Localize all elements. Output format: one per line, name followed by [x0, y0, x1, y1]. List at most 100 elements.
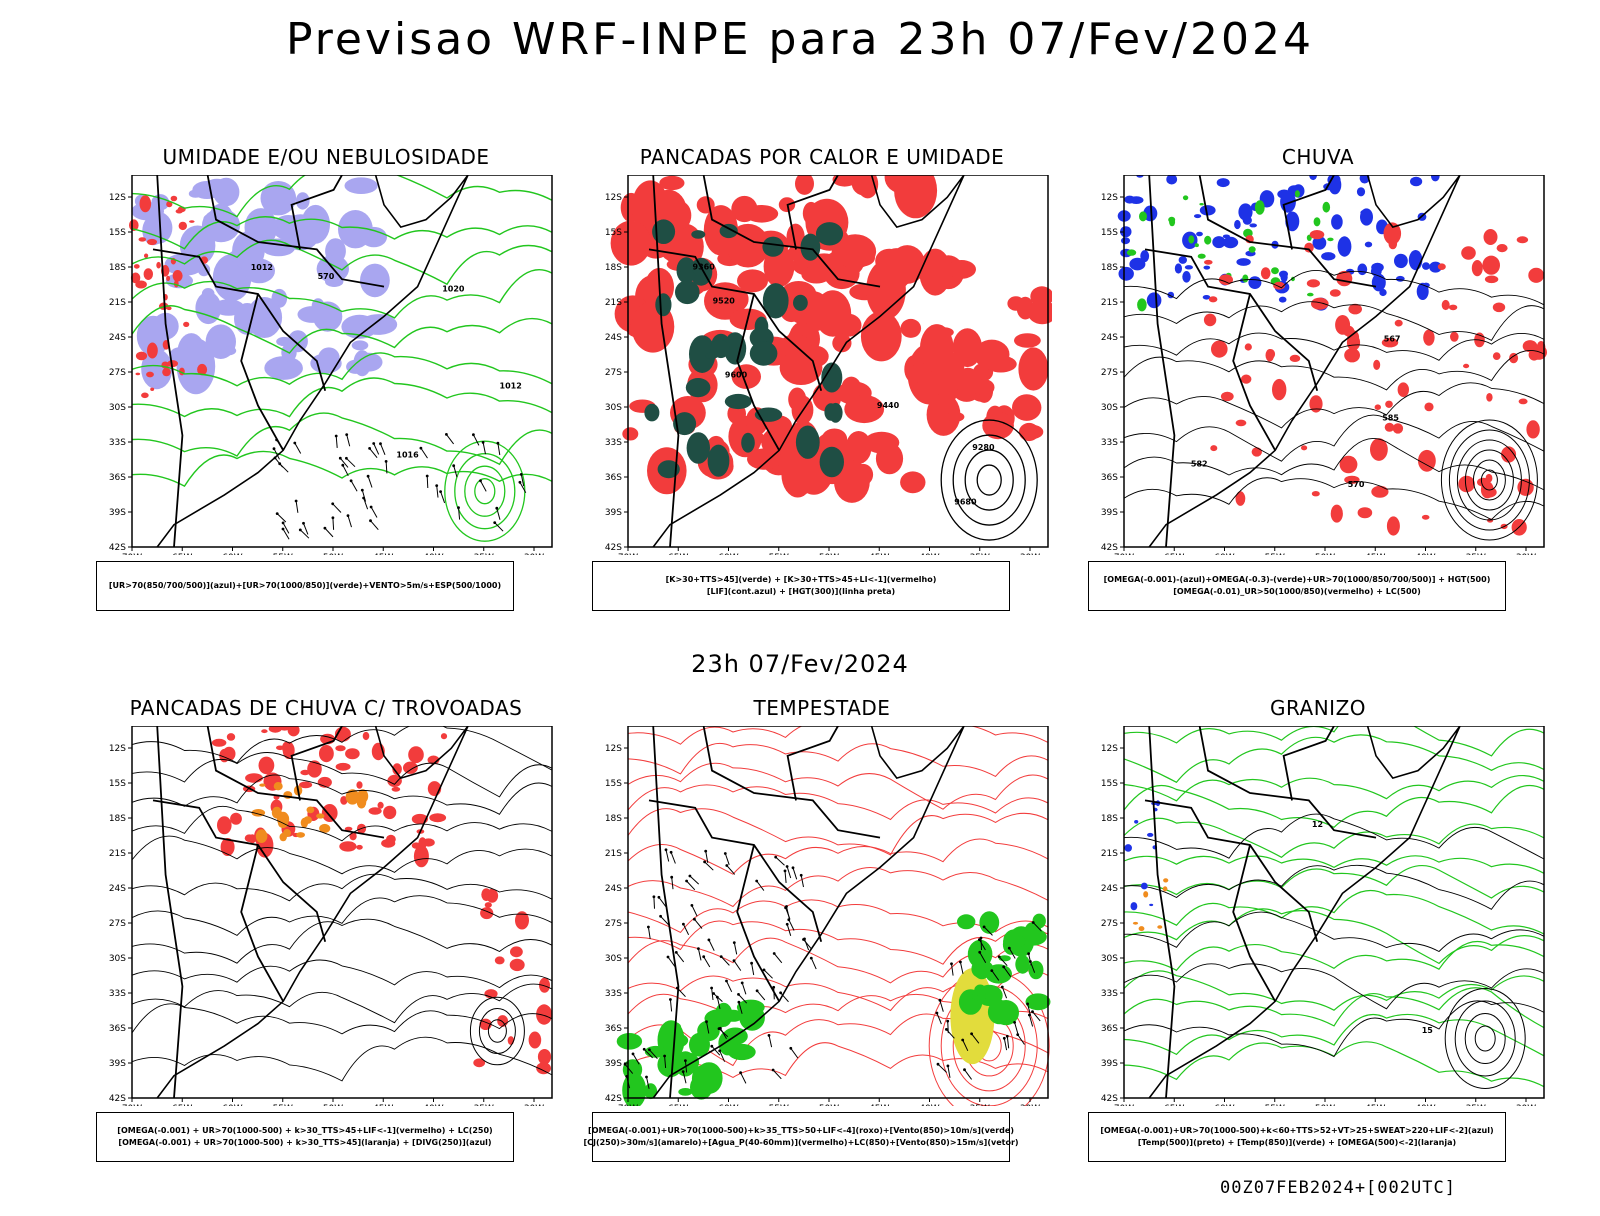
lat-tick-label: 15S: [1101, 779, 1118, 789]
thunderstorm-area-red: [345, 748, 360, 760]
rain-area-red: [1311, 297, 1329, 310]
wind-vector: [384, 460, 388, 463]
wind-vector: [659, 914, 662, 918]
panel-title: PANCADAS DE CHUVA C/ TROVOADAS: [129, 696, 523, 720]
thunderstorm-area-red: [287, 726, 300, 737]
omega-area-green: [1168, 216, 1176, 223]
instability-area-green: [710, 339, 730, 357]
rain-area-red: [1392, 423, 1404, 434]
cyclone-contour: [1456, 439, 1522, 521]
wind-vector: [1028, 1014, 1034, 1027]
wind-vector: [373, 443, 380, 455]
hgt-label: 567: [1384, 335, 1401, 344]
thunderstorm-area-red: [344, 826, 353, 831]
wind-vector: [704, 849, 708, 853]
lon-tick-label: 50W: [819, 553, 839, 555]
wind-vector: [669, 999, 673, 1012]
wind-vector: [961, 1038, 965, 1042]
thunderstorm-area-red: [230, 812, 242, 825]
omega-area-orange: [1132, 921, 1139, 925]
lat-tick-label: 18S: [605, 814, 622, 824]
legend-line: [OMEGA(-0.001) + UR>70(1000-500) + k>30_…: [117, 1126, 493, 1135]
wind-vector: [792, 867, 798, 880]
lat-tick-label: 21S: [605, 849, 622, 859]
temp500-contour: [1123, 963, 1545, 1010]
country-border: [206, 726, 385, 839]
instability-area-red: [726, 223, 770, 268]
humidity-area-blue: [297, 306, 327, 323]
wind850-area-green: [662, 1021, 682, 1033]
wind-vector: [732, 941, 736, 944]
wind-vector: [647, 925, 650, 929]
omega-area-blue: [1124, 195, 1136, 204]
wind-vector: [323, 526, 327, 530]
lat-tick-label: 36S: [605, 1024, 622, 1034]
omega-area-blue: [1309, 175, 1317, 181]
thunderstorm-area-red: [245, 773, 263, 783]
lon-tick-label: 35W: [1466, 553, 1486, 555]
wind-vector: [276, 513, 287, 523]
lon-tick-label: 60W: [718, 1104, 738, 1106]
omega-area-blue: [1364, 241, 1373, 248]
wind-vector: [725, 979, 728, 983]
lat-tick-label: 15S: [605, 779, 622, 789]
humidity-contour-green: [131, 412, 553, 466]
lon-tick-label: 55W: [1265, 1104, 1285, 1106]
country-border: [702, 175, 881, 288]
lon-tick-label: 40W: [423, 553, 443, 555]
instability-area-green: [691, 230, 706, 239]
lat-tick-label: 24S: [109, 333, 126, 343]
rain-area-red: [1211, 340, 1228, 358]
wind-vector: [704, 861, 714, 871]
wind-vector: [723, 852, 727, 855]
wind-vector: [281, 527, 285, 531]
instability-area-red: [610, 220, 651, 266]
wind-vector: [937, 1063, 948, 1073]
omega-area-green: [1322, 201, 1331, 213]
wind-vector: [294, 499, 298, 503]
omega-area-blue: [1410, 176, 1423, 187]
wind-vector: [1007, 946, 1011, 950]
wind-vector: [785, 922, 789, 926]
thunderstorm-area-red: [403, 761, 418, 774]
lat-tick-label: 42S: [605, 543, 622, 553]
temp850-contour-green: [1123, 817, 1545, 859]
thunderstorm-area-orange: [345, 789, 360, 805]
lat-tick-label: 33S: [605, 989, 622, 999]
instability-area-green: [741, 432, 755, 453]
map-umidade: 1012 1016 1020 570 1012 12S 15S 18S 21S 24S 27S 30S…: [96, 175, 553, 555]
wind-vector: [703, 956, 711, 968]
instability-area-red-ocean: [919, 248, 952, 296]
wind-vector: [971, 1033, 980, 1044]
legend-line: [CJ(250)>30m/s](amarelo)+[Agua_P(40-60mm…: [583, 1138, 1019, 1147]
hgt-contour: [976, 464, 1002, 496]
wind-vector: [783, 869, 787, 873]
hgt-label: 585: [1382, 414, 1399, 423]
precip-water-contour: [627, 784, 1049, 821]
wind-vector: [774, 855, 778, 859]
streamline: [131, 752, 553, 798]
lon-tick-label: 45W: [869, 1104, 889, 1106]
lon-tick-label: 40W: [1415, 1104, 1435, 1106]
wind-vector: [767, 1034, 771, 1037]
wind-vector: [719, 1026, 722, 1030]
thunderstorm-area-red: [244, 834, 254, 842]
thunderstorm-area-orange: [259, 783, 266, 787]
instability-area-green: [749, 341, 778, 366]
wind-vector: [682, 1071, 687, 1084]
wind-vector: [345, 456, 348, 460]
lon-tick-label: 70W: [1114, 1104, 1134, 1106]
omega-area-blue: [1118, 266, 1134, 281]
lon-tick-label: 55W: [769, 553, 789, 555]
wind-vector: [298, 528, 302, 532]
panel-granizo: GRANIZO 12 15 12S 15S 18S 21S 24S 27S 30S 33S 36S 3…: [1088, 696, 1548, 1216]
omega-area-blue: [1357, 263, 1368, 276]
humidity-area-blue: [221, 346, 237, 356]
wind-vector: [496, 508, 501, 520]
instability-area-green: [657, 460, 680, 479]
lon-tick-label: 55W: [273, 1104, 293, 1106]
wind-vector: [647, 926, 651, 939]
wind-vector: [649, 1049, 658, 1060]
humidity-contour-green: [131, 216, 553, 250]
omega-area-blue: [1121, 237, 1130, 245]
